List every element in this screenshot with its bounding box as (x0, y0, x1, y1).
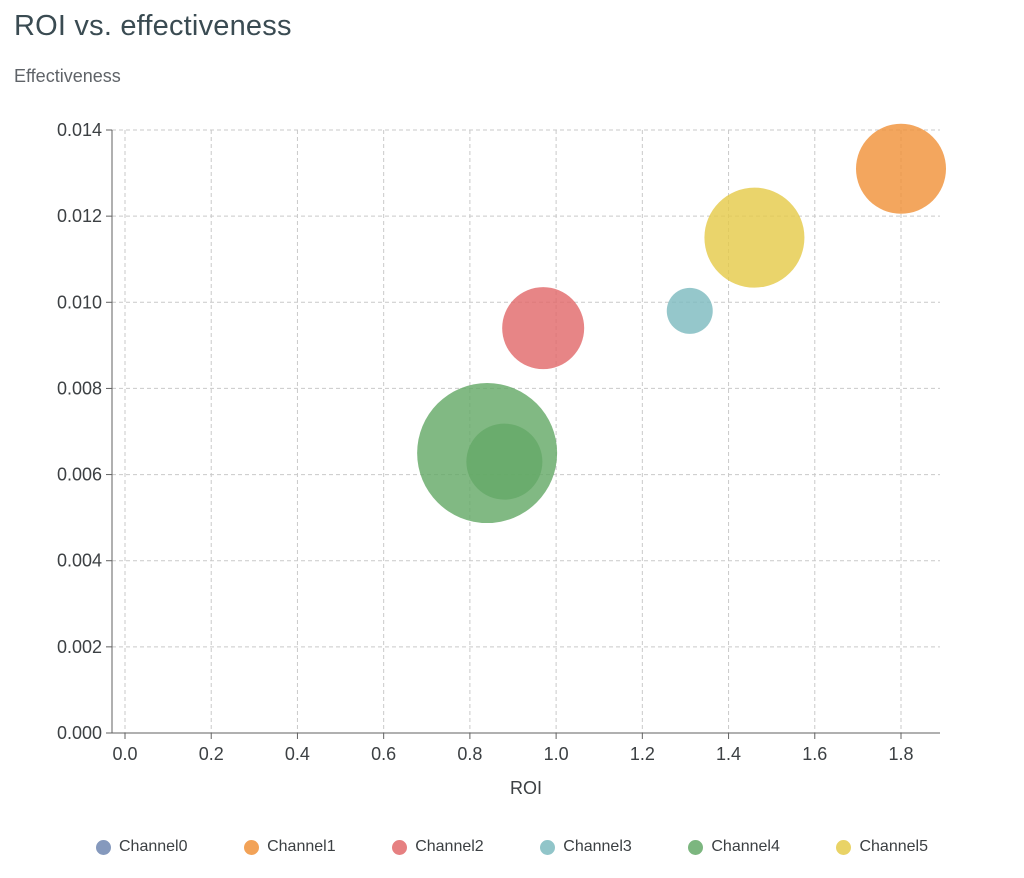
y-tick-label: 0.000 (57, 723, 102, 743)
legend-label: Channel0 (119, 838, 188, 855)
x-tick-label: 1.8 (888, 744, 913, 764)
x-axis-title: ROI (0, 778, 1024, 799)
legend-swatch-channel0 (96, 839, 111, 855)
plot-area: 0.0 0.2 0.4 0.6 0.8 1.0 1.2 1.4 1.6 1.8 0.000 0.002… (57, 120, 946, 764)
legend: Channel0 Channel1 Channel2 Channel3 Channel4… (0, 838, 1024, 856)
x-tick-label: 1.6 (802, 744, 827, 764)
bubble-channel1[interactable] (856, 123, 946, 214)
y-tick-label: 0.014 (57, 120, 102, 140)
legend-item-channel1[interactable]: Channel1 (244, 838, 336, 856)
legend-item-channel5[interactable]: Channel5 (836, 838, 928, 856)
legend-label: Channel1 (267, 838, 336, 855)
legend-label: Channel2 (415, 838, 484, 855)
y-tick-label: 0.004 (57, 551, 102, 571)
x-tick-label: 0.0 (112, 744, 137, 764)
y-axis-title: Effectiveness (14, 66, 121, 86)
legend-swatch-channel1 (244, 839, 260, 855)
x-tick-label: 1.0 (544, 744, 569, 764)
bubble-channel2[interactable] (502, 287, 585, 370)
legend-item-channel2[interactable]: Channel2 (392, 838, 484, 856)
x-tick-label: 1.2 (630, 744, 655, 764)
x-tick-label: 0.6 (371, 744, 396, 764)
legend-item-channel0[interactable]: Channel0 (96, 838, 188, 856)
bubble-channel5[interactable] (704, 187, 805, 288)
legend-item-channel3[interactable]: Channel3 (540, 838, 632, 856)
legend-label: Channel4 (711, 838, 780, 855)
x-tick-label: 0.2 (199, 744, 224, 764)
x-axis-title-text: ROI (509, 778, 542, 798)
legend-item-channel4[interactable]: Channel4 (688, 838, 780, 856)
x-tick-label: 0.8 (457, 744, 482, 764)
y-tick-label: 0.006 (57, 465, 102, 485)
y-tick-label: 0.002 (57, 637, 102, 657)
legend-label: Channel3 (563, 838, 632, 855)
chart-title: ROI vs. effectiveness (14, 10, 292, 42)
x-tick-label: 1.4 (716, 744, 741, 764)
x-tick-label: 0.4 (285, 744, 310, 764)
y-tick-label: 0.012 (57, 206, 102, 226)
bubble-channel3[interactable] (666, 287, 713, 334)
legend-label: Channel5 (859, 838, 928, 855)
legend-swatch-channel5 (836, 839, 852, 855)
bubble-channel4[interactable] (466, 423, 543, 500)
legend-swatch-channel4 (688, 839, 704, 855)
y-tick-label: 0.008 (57, 378, 102, 398)
legend-swatch-channel2 (392, 839, 408, 855)
legend-swatch-channel3 (540, 839, 556, 855)
y-tick-label: 0.010 (57, 292, 102, 312)
